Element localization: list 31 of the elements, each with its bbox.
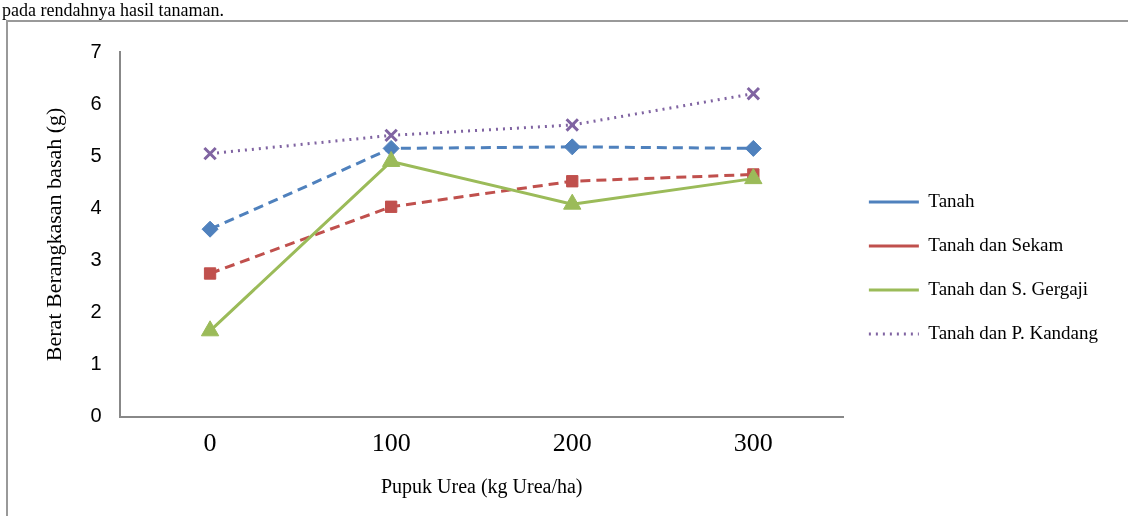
text: pada rendahnya hasil tanaman. <box>2 0 224 20</box>
y-tick-label: 3 <box>90 247 102 270</box>
point <box>746 86 761 101</box>
point <box>566 175 579 188</box>
x-tick-label: 200 <box>552 428 592 458</box>
point <box>203 267 217 280</box>
point <box>201 220 219 238</box>
y-tick-label: 0 <box>90 404 102 427</box>
point <box>202 146 218 161</box>
x-axis-title: Pupuk Urea (kg Urea/ha) <box>380 475 583 499</box>
y-tick-label: 5 <box>90 143 102 166</box>
y-tick-label: 4 <box>90 195 102 218</box>
legend-label: Tanah dan P. Kandang <box>928 321 1099 343</box>
point <box>385 200 398 213</box>
point <box>384 128 399 143</box>
y-axis-title: Berat Berangkasan basah (g) <box>40 107 66 362</box>
point <box>200 320 220 337</box>
x-tick-label: 100 <box>371 428 411 458</box>
point <box>565 117 580 133</box>
legend-label: Tanah dan Sekam <box>928 233 1064 255</box>
point <box>744 139 762 157</box>
x-tick-label: 300 <box>733 428 773 458</box>
x-tick-label: 0 <box>203 428 217 458</box>
y-tick-label: 6 <box>90 91 102 114</box>
legend-label: Tanah dan S. Gergaji <box>928 277 1089 299</box>
y-tick-label: 7 <box>90 39 102 62</box>
y-tick-label: 1 <box>90 352 102 375</box>
point <box>563 138 581 156</box>
y-tick-label: 2 <box>90 300 102 323</box>
legend-label: Tanah <box>928 189 976 211</box>
point <box>744 168 763 185</box>
